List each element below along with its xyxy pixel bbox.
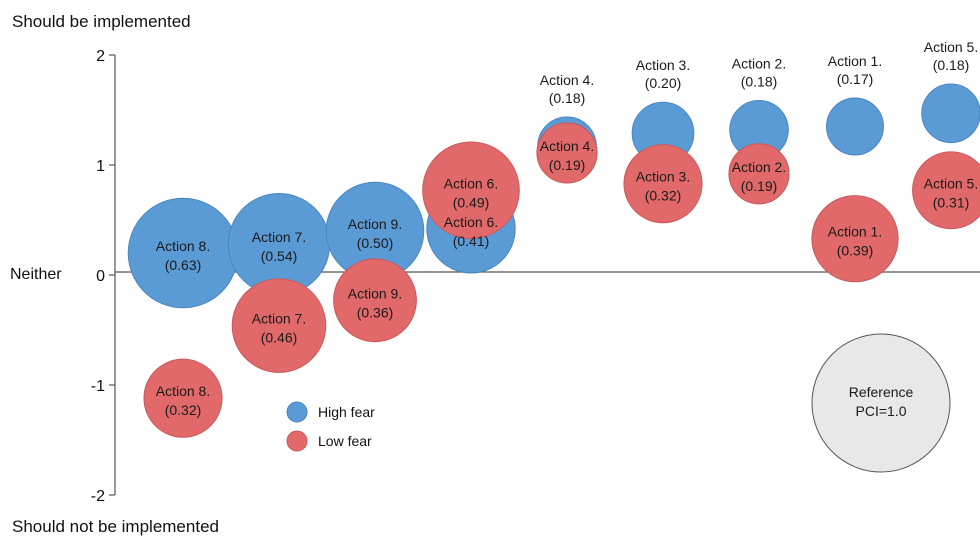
bubble-pci-label: (0.54) [261,248,298,264]
low-fear-bubble [333,258,417,343]
bubble-pci-label: (0.18) [741,74,778,90]
bubble-action-label: Action 8. [156,238,210,254]
y-tick-label: -2 [91,488,105,505]
legend-label: High fear [318,404,375,420]
bubble-pci-label: (0.17) [837,71,874,87]
bubble-action-label: Action 9. [348,285,402,301]
high-fear-bubble [826,97,884,156]
reference-bubble-group: Reference PCI=1.0 [811,333,951,473]
y-tick-label: 1 [96,158,105,175]
bubble-pci-label: (0.41) [453,233,490,249]
legend: High fear Low fear [286,401,375,452]
low-fear-bubble [728,143,790,205]
bubble-action-label: Action 9. [348,216,402,232]
low-fear-bubble [422,141,520,240]
high-fear-bubble [921,83,980,144]
bubble-pci-label: (0.50) [357,235,394,251]
bubble-action-label: Action 2. [732,56,786,72]
y-axis-top-label: Should be implemented [12,12,191,31]
y-axis-zero-label: Neither [10,266,62,283]
low-fear-bubble [623,144,703,224]
bubble-action-label: Action 1. [828,224,882,240]
y-tick-label: 2 [96,48,105,65]
bubble-pci-label: (0.49) [453,194,490,210]
bubble-pci-label: (0.46) [261,330,298,346]
bubble-action-label: Action 7. [252,311,306,327]
bubble-pci-label: (0.32) [645,188,682,204]
y-tick-label: 0 [96,268,105,285]
legend-low-fear-swatch [286,430,308,452]
bubble-pci-label: (0.18) [549,90,586,106]
bubble-pci-label: (0.39) [837,243,874,259]
bubble-pci-label: (0.63) [165,257,202,273]
y-tick-label: -1 [91,378,105,395]
bubble-action-label: Action 6. [444,175,498,191]
bubble-action-label: Action 2. [732,159,786,175]
low-fear-bubble [811,195,899,283]
bubble-action-label: Action 7. [252,229,306,245]
low-fear-bubble [536,122,598,184]
bubble-pci-label: (0.32) [165,402,202,418]
bubble-action-label: Action 5. [924,175,978,191]
bubbles [127,83,980,438]
reference-bubble [811,333,951,473]
bubble-pci-label: (0.36) [357,304,394,320]
bubble-action-label: Action 3. [636,57,690,73]
bubble-action-label: Action 6. [444,214,498,230]
bubble-action-label: Action 4. [540,138,594,154]
y-axis-bottom-label: Should not be implemented [12,517,219,536]
bubble-action-label: Action 5. [924,39,978,55]
bubble-action-label: Action 3. [636,169,690,185]
low-fear-bubble [912,151,980,230]
reference-label: Reference [849,384,914,400]
bubble-action-label: Action 4. [540,72,594,88]
y-axis-ticks: 2 1 0 -1 -2 [91,48,115,505]
bubble-pci-label: (0.20) [645,75,682,91]
legend-label: Low fear [318,433,372,449]
bubble-action-label: Action 1. [828,53,882,69]
legend-high-fear-swatch [286,401,308,423]
reference-pci-label: PCI=1.0 [856,403,907,419]
bubble-pci-label: (0.19) [741,178,778,194]
bubble-pci-label: (0.19) [549,157,586,173]
bubble-pci-label: (0.31) [933,194,970,210]
bubble-pci-label: (0.18) [933,57,970,73]
bubble-action-label: Action 8. [156,383,210,399]
low-fear-bubble [231,278,327,373]
low-fear-bubble [143,358,223,438]
bubble-labels: Action 8. (0.63) Action 8. (0.32) Action 7. (… [156,39,978,418]
